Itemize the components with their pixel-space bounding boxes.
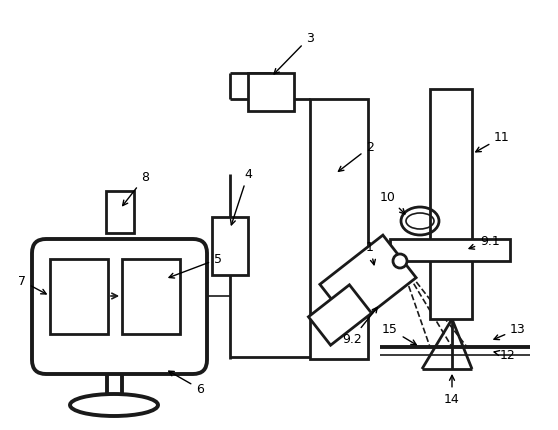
- Polygon shape: [320, 236, 416, 327]
- Bar: [248, 74, 294, 112]
- Text: 9.2: 9.2: [342, 308, 377, 346]
- Text: 8: 8: [123, 171, 149, 206]
- Text: 3: 3: [274, 31, 314, 75]
- Bar: [430, 90, 472, 319]
- Text: 11: 11: [476, 131, 510, 153]
- Text: 4: 4: [230, 168, 252, 225]
- Text: 15: 15: [382, 323, 416, 345]
- Text: 5: 5: [169, 253, 222, 278]
- Text: 14: 14: [444, 375, 460, 405]
- Bar: [122, 259, 180, 334]
- Text: 6: 6: [169, 371, 204, 396]
- Circle shape: [393, 255, 407, 268]
- Text: 1: 1: [366, 241, 376, 265]
- Polygon shape: [309, 285, 372, 345]
- Text: 9.1: 9.1: [469, 235, 500, 249]
- Bar: [390, 240, 510, 261]
- Ellipse shape: [70, 394, 158, 416]
- Text: 13: 13: [494, 323, 526, 340]
- Text: 7: 7: [18, 275, 46, 294]
- Bar: [212, 218, 248, 275]
- Text: 2: 2: [339, 141, 374, 172]
- Bar: [50, 259, 108, 334]
- FancyBboxPatch shape: [32, 240, 207, 374]
- Text: 10: 10: [380, 191, 405, 215]
- Bar: [310, 100, 368, 359]
- Bar: [106, 191, 134, 233]
- Text: 12: 12: [494, 349, 516, 362]
